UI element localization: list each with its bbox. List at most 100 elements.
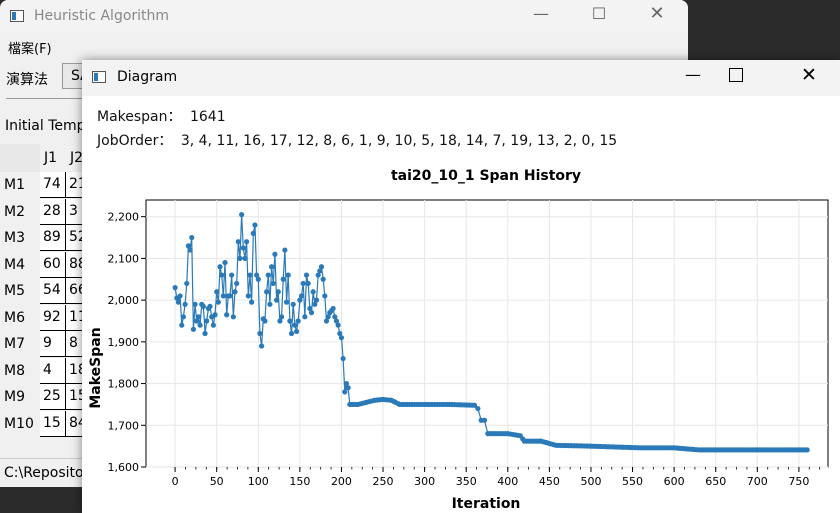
data-point: [444, 401, 450, 408]
row-header[interactable]: M5: [0, 278, 40, 304]
data-point: [302, 314, 308, 320]
data-point: [753, 447, 759, 453]
data-point: [292, 322, 298, 328]
grid-cell[interactable]: 4: [40, 357, 66, 384]
data-point: [308, 310, 315, 316]
data-point: [502, 431, 508, 437]
diagram-close-icon[interactable]: ✕: [801, 64, 817, 86]
data-point: [285, 272, 291, 278]
minimize-icon[interactable]: —: [533, 4, 549, 23]
data-point: [278, 314, 285, 320]
row-header[interactable]: M4: [0, 251, 40, 278]
data-point: [318, 264, 325, 270]
data-point: [255, 276, 261, 282]
x-tick-label: 150: [289, 475, 310, 488]
x-tick-label: 50: [210, 475, 224, 488]
x-tick-label: 600: [664, 475, 685, 488]
data-point: [283, 299, 290, 305]
diagram-minimize-icon[interactable]: —: [685, 65, 701, 84]
menu-file[interactable]: 檔案(F): [8, 42, 52, 57]
x-tick-label: 100: [248, 475, 269, 488]
data-point: [313, 297, 320, 303]
data-point: [200, 303, 206, 309]
y-tick-label: 2,000: [108, 294, 140, 307]
joborder-value: 3, 4, 11, 16, 17, 12, 8, 6, 1, 9, 10, 5,…: [180, 133, 618, 149]
grid-cell[interactable]: 92: [40, 304, 66, 331]
row-header[interactable]: M8: [0, 357, 40, 384]
data-point: [802, 447, 808, 453]
grid-cell[interactable]: 25: [40, 384, 66, 410]
data-point: [224, 312, 230, 318]
data-point: [254, 272, 260, 278]
data-point: [310, 289, 316, 295]
row-header[interactable]: M3: [0, 225, 40, 251]
diagram-maximize-icon[interactable]: [729, 68, 743, 82]
row-header[interactable]: M6: [0, 304, 40, 331]
col-header-j1[interactable]: J1: [40, 144, 66, 172]
data-point: [325, 314, 331, 320]
span-history-chart: tai20_10_1 Span History 0 50 100 150 200 250 3…: [88, 168, 829, 512]
data-point: [267, 301, 273, 307]
data-point: [332, 314, 338, 320]
data-point: [340, 355, 346, 362]
x-tick-label: 250: [373, 475, 394, 488]
data-point: [259, 343, 265, 349]
series-points: [172, 212, 810, 453]
grid-cell[interactable]: 28: [40, 198, 66, 225]
data-point: [175, 299, 182, 305]
data-point: [202, 330, 208, 337]
row-header[interactable]: M7: [0, 331, 40, 357]
data-point: [220, 293, 226, 299]
app-icon: [10, 10, 24, 22]
algorithm-label: 演算法: [6, 72, 48, 88]
data-point: [184, 280, 190, 287]
data-point: [275, 289, 281, 295]
data-point: [197, 322, 203, 328]
data-point: [247, 272, 253, 278]
grid-cell[interactable]: 89: [40, 225, 66, 251]
x-tick-label: 500: [580, 475, 601, 488]
data-point: [353, 401, 360, 408]
y-tick-label: 1,800: [108, 378, 140, 391]
maximize-icon[interactable]: ☐: [591, 4, 607, 23]
data-point: [249, 299, 255, 305]
chart-title: tai20_10_1 Span History: [391, 168, 581, 184]
data-point: [185, 243, 192, 249]
data-point: [187, 247, 193, 253]
data-point: [215, 299, 221, 305]
grid-cell[interactable]: 88: [66, 251, 90, 278]
y-tick-label: 1,600: [108, 461, 140, 474]
row-header[interactable]: M1: [0, 172, 40, 198]
data-point: [195, 314, 201, 320]
x-tick-label: 350: [456, 475, 477, 488]
data-point: [232, 289, 238, 295]
data-point: [239, 212, 245, 218]
y-tick-label: 1,700: [108, 419, 140, 432]
data-point: [338, 335, 345, 341]
job-grid[interactable]: J1 J2 M1 74 21 M2 28 3 M3 89 52 M4 60 88 M5 54 66 M6 92 1…: [0, 144, 90, 437]
grid-cell[interactable]: 74: [40, 172, 66, 198]
row-header[interactable]: M10: [0, 410, 40, 437]
data-point: [711, 447, 717, 453]
close-icon[interactable]: ✕: [649, 3, 665, 24]
row-header[interactable]: M2: [0, 198, 40, 225]
data-point: [305, 280, 311, 287]
data-point: [177, 293, 183, 299]
grid-cell[interactable]: 15: [40, 410, 66, 437]
data-point: [227, 293, 233, 299]
data-point: [230, 314, 236, 320]
data-point: [345, 385, 351, 391]
grid-cell[interactable]: 60: [40, 251, 66, 278]
data-point: [550, 442, 557, 448]
diagram-title-bar[interactable]: Diagram — ✕: [82, 60, 840, 96]
grid-cell[interactable]: 9: [40, 331, 66, 357]
data-point: [419, 401, 425, 408]
main-title-bar[interactable]: Heuristic Algorithm — ☐ ✕: [0, 0, 688, 32]
data-point: [252, 222, 258, 228]
grid-cell[interactable]: 54: [40, 278, 66, 304]
diagram-window: Diagram — ✕ Makespan： 1641 JobOrder： 3, …: [82, 60, 840, 513]
row-header[interactable]: M9: [0, 384, 40, 410]
data-point: [317, 268, 323, 274]
data-point: [190, 326, 197, 332]
data-point: [312, 301, 318, 307]
